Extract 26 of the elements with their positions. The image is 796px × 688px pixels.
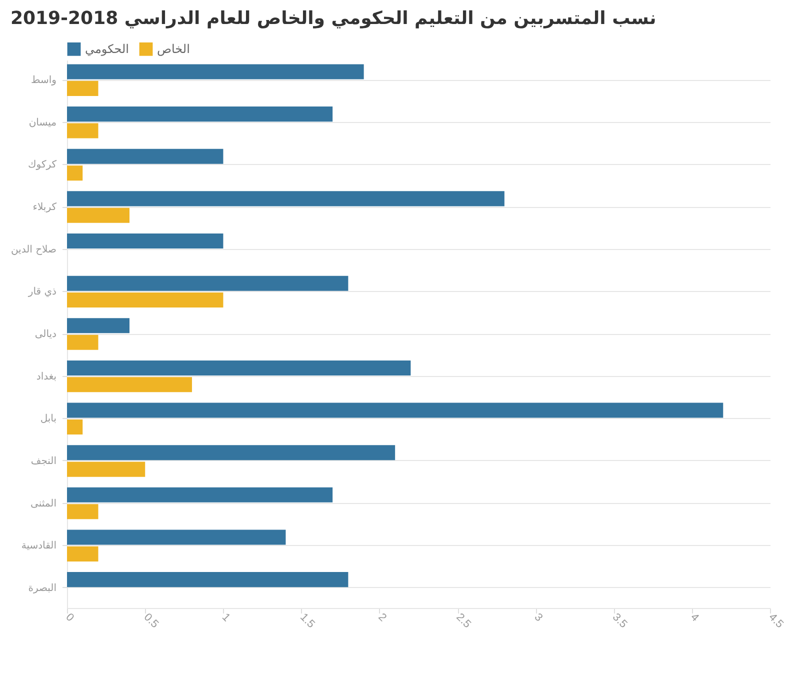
y-tick-label: كركوك — [28, 160, 57, 171]
x-tick-label: 0.5 — [141, 611, 161, 631]
x-tick-label: 3.5 — [610, 611, 630, 631]
chart-title: نسب المتسربين من التعليم الحكومي والخاص للعام الدراسي 2018-2019 — [10, 8, 656, 29]
legend-label: الخاص — [157, 42, 190, 56]
y-tick-label: المثنى — [30, 498, 56, 510]
y-tick-label: كربلاء — [32, 202, 57, 214]
y-tick-label: بابل — [40, 414, 56, 425]
y-tick-label: ميسان — [28, 117, 56, 128]
legend-label: الحكومي — [85, 42, 129, 56]
x-tick-label: 1 — [219, 611, 232, 624]
y-tick-label: ديالى — [34, 329, 56, 340]
x-tick-label: 1.5 — [298, 611, 317, 631]
x-tick-label: 4 — [688, 611, 701, 624]
y-tick-label: واسط — [31, 75, 57, 86]
x-tick-label: 2 — [376, 611, 389, 624]
y-tick-label: ذي قار — [27, 286, 56, 298]
x-tick-label: 3 — [532, 611, 545, 624]
y-tick-label: النجف — [30, 456, 56, 467]
y-tick-label: صلاح الدين — [10, 244, 56, 256]
y-tick-label: القادسية — [21, 540, 56, 552]
x-tick-label: 2.5 — [454, 611, 474, 631]
y-tick-label: البصرة — [28, 582, 56, 594]
x-tick-label: 4.5 — [766, 611, 786, 631]
y-tick-label: بغداد — [36, 371, 56, 382]
x-tick-label: 0 — [63, 611, 76, 624]
